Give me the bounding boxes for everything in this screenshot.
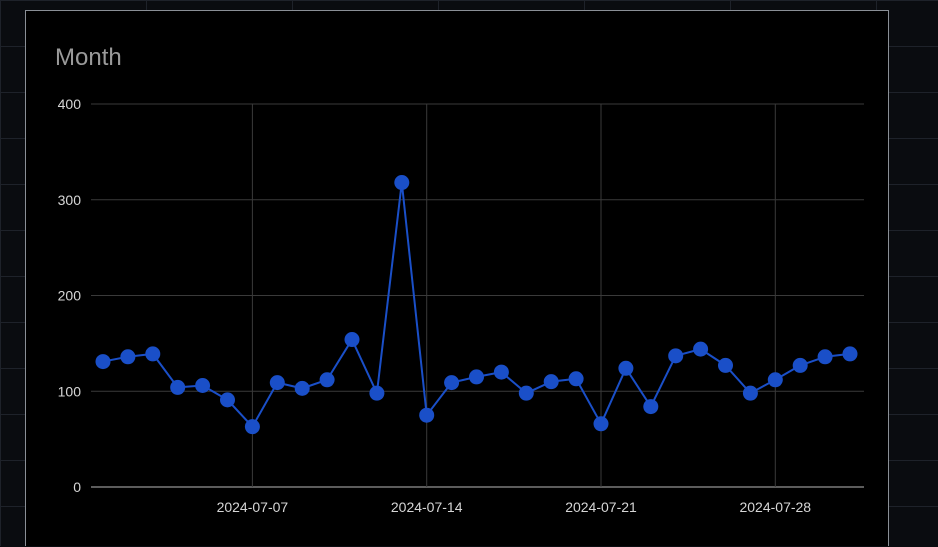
data-point	[767, 372, 783, 388]
data-point	[344, 332, 360, 348]
data-point	[792, 357, 808, 373]
data-point	[568, 371, 584, 387]
data-point	[718, 357, 733, 373]
data-point	[95, 354, 111, 370]
data-point	[170, 379, 186, 395]
series-line	[102, 181, 851, 428]
data-point	[543, 374, 559, 390]
y-tick-label: 0	[73, 479, 81, 495]
data-point	[294, 380, 310, 396]
x-tick-label: 2024-07-21	[565, 499, 637, 515]
x-tick-label: 2024-07-07	[217, 499, 289, 515]
y-tick-label: 300	[58, 192, 82, 208]
data-point	[618, 360, 634, 376]
data-point	[518, 385, 534, 401]
line-chart: 0 100 200 300 400 2024-07-07 2024-07-14 2024-07…	[58, 96, 864, 515]
data-point	[693, 341, 709, 357]
data-point	[493, 364, 509, 380]
x-tick-label: 2024-07-14	[391, 499, 463, 515]
y-tick-label: 200	[58, 288, 82, 304]
data-point	[195, 378, 211, 394]
y-tick-label: 400	[58, 96, 82, 112]
y-tick-label: 100	[58, 383, 82, 399]
data-point	[120, 349, 136, 365]
chart-title: Month	[55, 44, 122, 71]
data-point	[593, 416, 609, 432]
data-point	[319, 372, 335, 388]
data-point	[369, 385, 385, 401]
data-point	[244, 419, 260, 435]
data-point	[668, 348, 684, 364]
data-point	[220, 392, 235, 408]
data-point	[419, 407, 435, 423]
data-point	[817, 349, 833, 365]
chart-panel: Month 0 100 200 300 400 2024-07-07 2024-07-14 2…	[25, 10, 889, 546]
data-point	[394, 175, 410, 191]
x-tick-label: 2024-07-28	[739, 499, 811, 515]
data-point	[444, 375, 460, 391]
data-point	[145, 346, 161, 362]
data-point	[643, 399, 659, 415]
data-point	[742, 385, 758, 401]
data-point	[469, 369, 484, 385]
data-point	[269, 375, 285, 391]
data-point	[842, 346, 858, 362]
